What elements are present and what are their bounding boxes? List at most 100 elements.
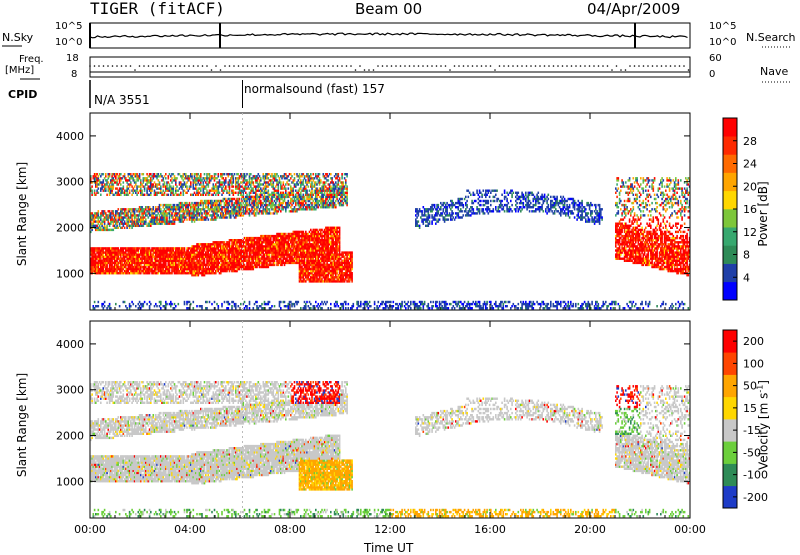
- heatmap-cell: [126, 185, 128, 188]
- heatmap-cell: [110, 255, 112, 258]
- heatmap-cell: [188, 300, 191, 304]
- heatmap-cell: [101, 214, 103, 217]
- heatmap-cell: [103, 426, 106, 429]
- heatmap-cell: [137, 257, 140, 260]
- heatmap-cell: [101, 471, 103, 475]
- heatmap-cell: [156, 430, 158, 433]
- heatmap-cell: [97, 259, 100, 262]
- heatmap-cell: [147, 216, 150, 219]
- heatmap-cell: [97, 428, 100, 431]
- heatmap-cell: [106, 455, 108, 458]
- heatmap-cell: [160, 397, 162, 400]
- heatmap-cell: [142, 422, 145, 425]
- heatmap-cell: [141, 461, 143, 464]
- heatmap-cell: [170, 513, 172, 516]
- heatmap-cell: [137, 480, 140, 483]
- heatmap-cell: [101, 265, 103, 269]
- heatmap-cell: [96, 247, 98, 250]
- heatmap-cell: [92, 305, 95, 308]
- heatmap-cell: [105, 212, 107, 215]
- heatmap-cell: [92, 475, 95, 479]
- heatmap-cell: [92, 430, 95, 433]
- heatmap-cell: [157, 416, 160, 419]
- heatmap-cell: [123, 469, 126, 473]
- heatmap-cell: [95, 389, 97, 392]
- heatmap-cell: [108, 401, 111, 404]
- heatmap-cell: [148, 467, 151, 470]
- heatmap-cell: [142, 381, 145, 384]
- heatmap-cell: [155, 391, 157, 394]
- heatmap-cell: [105, 185, 107, 188]
- heatmap-cell: [167, 401, 170, 404]
- heatmap-cell: [148, 387, 151, 390]
- heatmap-cell: [92, 222, 95, 225]
- heatmap-cell: [108, 183, 111, 186]
- heatmap-cell: [135, 247, 137, 250]
- heatmap-cell: [112, 385, 115, 388]
- heatmap-cell: [116, 469, 118, 473]
- heatmap-cell: [127, 249, 130, 252]
- heatmap-cell: [136, 173, 138, 176]
- heatmap-cell: [157, 399, 160, 402]
- heatmap-cell: [151, 220, 153, 223]
- heatmap-cell: [133, 173, 136, 176]
- heatmap-cell: [120, 475, 122, 479]
- heatmap-cell: [103, 436, 106, 440]
- heatmap-cell: [148, 214, 151, 217]
- heatmap-cell: [153, 477, 156, 481]
- heatmap-cell: [121, 480, 123, 483]
- heatmap-cell: [110, 253, 112, 256]
- heatmap-cell: [142, 265, 145, 269]
- heatmap-cell: [146, 389, 148, 392]
- heatmap-cell: [185, 216, 187, 219]
- heatmap-cell: [148, 300, 151, 304]
- heatmap-cell: [130, 480, 132, 483]
- heatmap-cell: [113, 175, 116, 178]
- heatmap-cell: [100, 471, 102, 475]
- heatmap-cell: [98, 181, 101, 184]
- heatmap-cell: [157, 261, 160, 265]
- heatmap-cell: [125, 251, 127, 254]
- heatmap-cell: [91, 181, 93, 184]
- heatmap-cell: [117, 457, 120, 460]
- heatmap-cell: [91, 389, 93, 392]
- heatmap-cell: [152, 422, 155, 425]
- heatmap-cell: [112, 210, 115, 213]
- heatmap-cell: [125, 259, 127, 262]
- heatmap-cell: [96, 420, 98, 423]
- heatmap-cell: [107, 418, 110, 421]
- heatmap-cell: [97, 218, 100, 221]
- heatmap-cell: [128, 255, 131, 258]
- heatmap-cell: [132, 259, 135, 262]
- heatmap-cell: [128, 467, 131, 470]
- heatmap-cell: [132, 465, 135, 468]
- heatmap-cell: [115, 255, 117, 258]
- heatmap-cell: [157, 247, 160, 250]
- heatmap-cell: [115, 272, 117, 275]
- heatmap-cell: [111, 461, 113, 464]
- heatmap-cell: [106, 269, 108, 273]
- heatmap-cell: [137, 383, 140, 386]
- heatmap-cell: [113, 422, 116, 425]
- heatmap-cell: [116, 432, 118, 435]
- heatmap-cell: [147, 469, 150, 473]
- heatmap-cell: [103, 300, 106, 304]
- heatmap-cell: [137, 191, 140, 194]
- heatmap-cell: [153, 272, 156, 275]
- heatmap-cell: [146, 193, 148, 196]
- heatmap-cell: [170, 508, 172, 512]
- heatmap-cell: [136, 418, 138, 421]
- heatmap-cell: [126, 463, 128, 466]
- heatmap-cell: [122, 430, 125, 433]
- heatmap-cell: [128, 393, 131, 396]
- heatmap-cell: [115, 475, 117, 479]
- heatmap-cell: [137, 224, 140, 227]
- heatmap-cell: [155, 424, 157, 427]
- heatmap-cell: [122, 212, 125, 215]
- heatmap-cell: [126, 307, 128, 310]
- heatmap-cell: [116, 399, 118, 402]
- heatmap-cell: [151, 179, 153, 182]
- heatmap-cell: [125, 189, 127, 192]
- heatmap-cell: [120, 455, 122, 458]
- heatmap-cell: [132, 397, 135, 400]
